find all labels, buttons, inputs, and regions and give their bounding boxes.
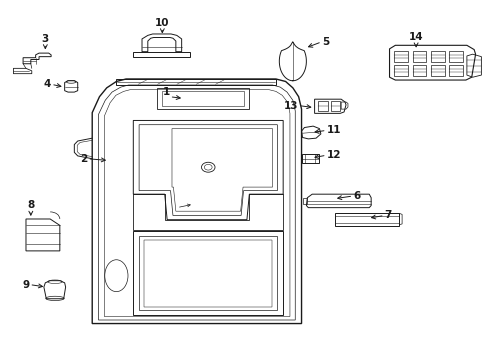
Text: 7: 7 bbox=[384, 211, 391, 220]
Text: 4: 4 bbox=[43, 79, 51, 89]
Text: 6: 6 bbox=[352, 191, 360, 201]
Text: 12: 12 bbox=[326, 150, 341, 160]
Text: 14: 14 bbox=[408, 32, 423, 42]
Text: 10: 10 bbox=[155, 18, 169, 28]
Text: 8: 8 bbox=[27, 200, 34, 210]
Text: 5: 5 bbox=[321, 37, 328, 47]
Text: 2: 2 bbox=[80, 154, 87, 164]
Text: 11: 11 bbox=[326, 125, 341, 135]
Text: 9: 9 bbox=[22, 280, 29, 289]
Text: 3: 3 bbox=[41, 33, 49, 44]
Text: 13: 13 bbox=[284, 100, 298, 111]
Text: 1: 1 bbox=[162, 87, 169, 97]
